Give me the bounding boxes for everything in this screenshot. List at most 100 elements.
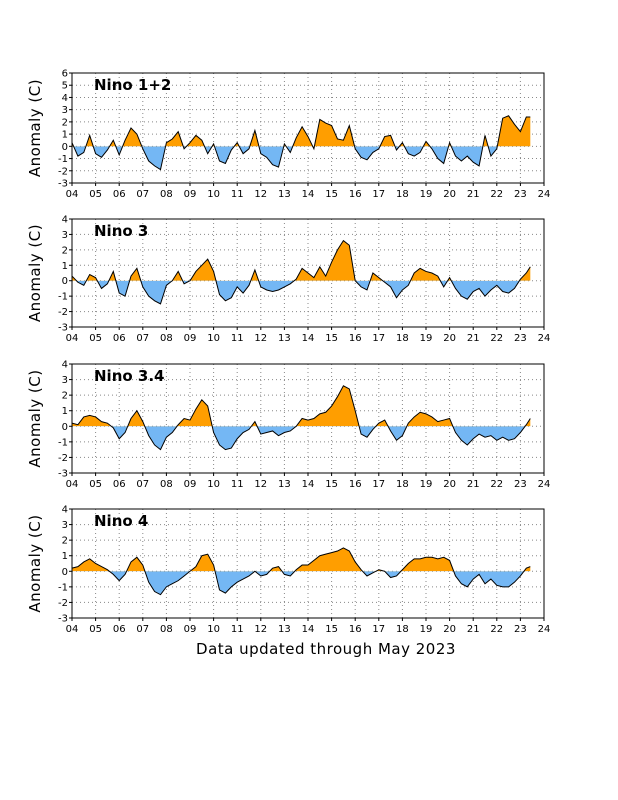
negative-anomaly-area	[73, 146, 498, 170]
grid	[72, 219, 544, 327]
x-tick-label: 19	[420, 624, 433, 635]
x-tick-label: 15	[325, 333, 338, 344]
y-tick-label: 2	[62, 536, 68, 547]
x-tick-label: 12	[254, 333, 267, 344]
y-tick-label: 4	[62, 505, 68, 516]
x-tick-label: 05	[89, 624, 102, 635]
y-tick-label: 3	[62, 105, 68, 116]
y-tick-label: -1	[58, 292, 68, 303]
x-tick-label: 24	[538, 479, 551, 490]
positive-anomaly-area	[72, 240, 531, 281]
x-tick-label: 22	[490, 479, 503, 490]
x-tick-label: 15	[325, 479, 338, 490]
y-axis-label: Anomaly (C)	[26, 79, 44, 177]
x-tick-label: 17	[372, 479, 385, 490]
x-tick-label: 24	[538, 333, 551, 344]
negative-anomaly-area	[72, 571, 531, 595]
x-tick-label: 20	[443, 479, 456, 490]
y-tick-label: 1	[62, 261, 68, 272]
y-tick-label: 3	[62, 375, 68, 386]
x-tick-label: 19	[420, 333, 433, 344]
anomaly-series-line	[71, 239, 531, 305]
x-tick-label: 14	[302, 189, 315, 200]
y-tick-label: -2	[58, 166, 68, 177]
x-tick-label: 23	[514, 479, 527, 490]
x-tick-label: 13	[278, 624, 291, 635]
x-tick-label: 18	[396, 624, 409, 635]
x-tick-label: 04	[66, 479, 79, 490]
x-tick-label: 20	[443, 189, 456, 200]
y-axis-label: Anomaly (C)	[26, 514, 44, 612]
x-tick-label: 13	[278, 189, 291, 200]
x-tick-label: 06	[113, 333, 126, 344]
x-tick-label: 07	[136, 333, 149, 344]
x-tick-label: 11	[231, 479, 244, 490]
x-tick-label: 18	[396, 189, 409, 200]
y-tick-label: -2	[58, 598, 68, 609]
y-tick-label: 3	[62, 230, 68, 241]
y-tick-label: 1	[62, 406, 68, 417]
x-tick-label: 22	[490, 189, 503, 200]
y-tick-label: 2	[62, 391, 68, 402]
y-axis-label: Anomaly (C)	[26, 224, 44, 322]
y-tick-label: -1	[58, 582, 68, 593]
positive-anomaly-area	[72, 115, 531, 147]
x-tick-label: 16	[349, 333, 362, 344]
y-tick-label: -2	[58, 453, 68, 464]
grid	[72, 73, 544, 183]
x-tick-label: 05	[89, 189, 102, 200]
x-tick-label: 21	[467, 333, 480, 344]
footer-text: Data updated through May 2023	[196, 640, 456, 658]
x-tick-label: 15	[325, 189, 338, 200]
y-tick-label: 4	[62, 360, 68, 371]
x-tick-label: 11	[231, 624, 244, 635]
y-tick-label: -1	[58, 437, 68, 448]
y-tick-label: -3	[58, 179, 68, 190]
panel-title: Nino 3.4	[94, 367, 164, 385]
x-tick-label: 16	[349, 624, 362, 635]
y-tick-label: 2	[62, 117, 68, 128]
x-tick-label: 08	[160, 189, 173, 200]
x-tick-label: 06	[113, 479, 126, 490]
y-axis-label: Anomaly (C)	[26, 369, 44, 467]
x-tick-label: 09	[184, 624, 197, 635]
x-tick-label: 10	[207, 624, 220, 635]
x-tick-label: 05	[89, 333, 102, 344]
x-tick-label: 05	[89, 479, 102, 490]
panel-title: Nino 3	[94, 222, 148, 240]
anomaly-series-line	[71, 547, 531, 596]
x-tick-label: 17	[372, 189, 385, 200]
x-tick-label: 23	[514, 333, 527, 344]
y-tick-label: 1	[62, 130, 68, 141]
x-tick-label: 08	[160, 333, 173, 344]
x-tick-label: 24	[538, 189, 551, 200]
x-tick-label: 14	[302, 479, 315, 490]
x-tick-label: 21	[467, 624, 480, 635]
y-tick-label: -3	[58, 323, 68, 334]
x-tick-label: 13	[278, 333, 291, 344]
x-tick-label: 06	[113, 624, 126, 635]
x-tick-label: 09	[184, 479, 197, 490]
y-tick-label: 0	[62, 276, 68, 287]
x-tick-label: 19	[420, 479, 433, 490]
panel-title: Nino 4	[94, 512, 148, 530]
x-tick-label: 07	[136, 189, 149, 200]
x-tick-label: 13	[278, 479, 291, 490]
y-tick-label: -3	[58, 469, 68, 480]
x-tick-label: 12	[254, 624, 267, 635]
y-tick-label: 3	[62, 520, 68, 531]
negative-anomaly-area	[76, 280, 520, 304]
y-tick-label: -3	[58, 614, 68, 625]
x-tick-label: 10	[207, 189, 220, 200]
negative-anomaly-area	[72, 426, 531, 450]
x-tick-label: 21	[467, 479, 480, 490]
x-tick-label: 16	[349, 479, 362, 490]
y-tick-label: 2	[62, 245, 68, 256]
y-tick-label: 5	[62, 81, 68, 92]
x-tick-label: 10	[207, 333, 220, 344]
x-tick-label: 08	[160, 479, 173, 490]
x-tick-label: 07	[136, 479, 149, 490]
